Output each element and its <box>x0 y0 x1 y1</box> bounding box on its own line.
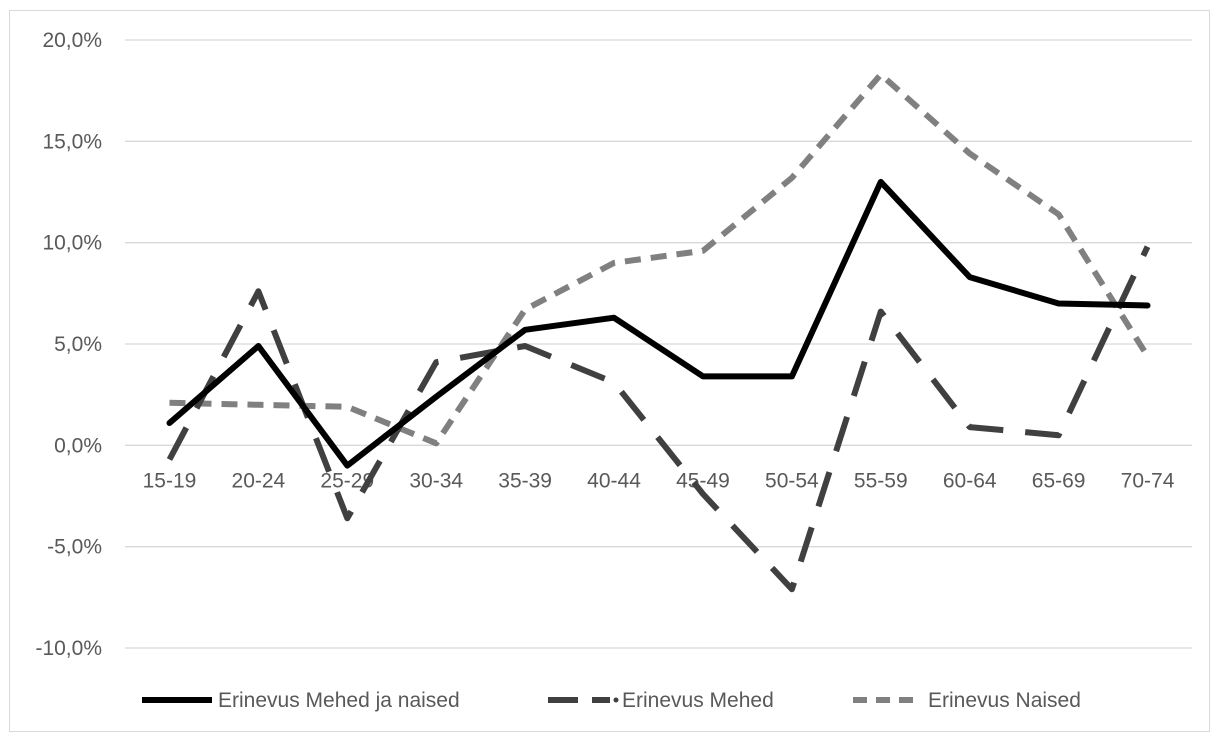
x-tick-label: 65-69 <box>1032 469 1086 492</box>
x-tick-label: 35-39 <box>498 469 552 492</box>
y-tick-label: 15,0% <box>42 130 102 153</box>
y-tick-label: 0,0% <box>54 434 102 457</box>
legend-label: Erinevus Naised <box>928 689 1081 712</box>
x-tick-label: 20-24 <box>232 469 286 492</box>
legend-item: Erinevus Mehed ja naised <box>142 689 460 712</box>
y-tick-label: 20,0% <box>42 29 102 52</box>
legend-item: Erinevus Mehed <box>548 689 774 712</box>
x-tick-label: 15-19 <box>143 469 197 492</box>
x-tick-label: 50-54 <box>765 469 819 492</box>
series-line-1 <box>166 245 1151 593</box>
legend-label: Erinevus Mehed <box>622 689 774 712</box>
y-tick-label: -5,0% <box>47 536 102 559</box>
series-line-2 <box>169 71 1151 447</box>
y-tick-label: -10,0% <box>35 637 102 660</box>
legend-label: Erinevus Mehed ja naised <box>218 689 460 712</box>
x-tick-label: 70-74 <box>1121 469 1175 492</box>
chart-frame <box>9 10 1210 732</box>
x-tick-label: 40-44 <box>587 469 641 492</box>
x-tick-label: 30-34 <box>409 469 463 492</box>
x-tick-label: 55-59 <box>854 469 908 492</box>
x-tick-label: 60-64 <box>943 469 997 492</box>
y-axis-ticks: 20,0% 15,0% 10,0% 5,0% 0,0% -5,0% -10,0% <box>35 29 102 660</box>
y-tick-label: 5,0% <box>54 333 102 356</box>
legend: Erinevus Mehed ja naised Erinevus Mehed Er… <box>142 689 1081 712</box>
legend-item: Erinevus Naised <box>853 689 1081 712</box>
y-tick-label: 10,0% <box>42 232 102 255</box>
x-tick-label: 45-49 <box>676 469 730 492</box>
gridlines <box>125 39 1192 649</box>
legend-swatch-dot <box>613 697 619 703</box>
x-tick-label: 25-29 <box>320 469 374 492</box>
x-axis-ticks: 15-19 20-24 25-29 30-34 35-39 40-44 45-49 50-54… <box>143 469 1175 492</box>
series-lines <box>166 71 1151 593</box>
series-line-0 <box>166 178 1151 469</box>
